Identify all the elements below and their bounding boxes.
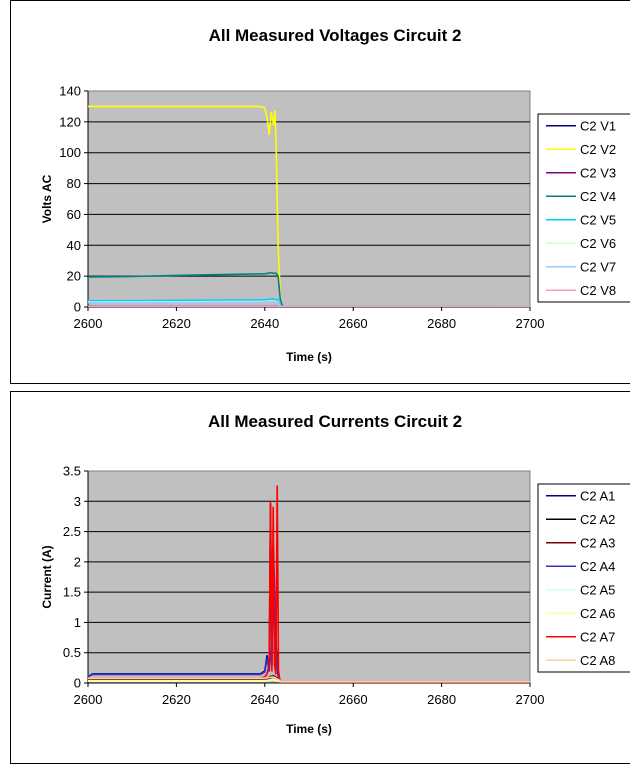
plot-area [88,91,530,307]
x-tick-label: 2640 [250,316,279,331]
y-tick-label: 2.5 [63,524,81,539]
y-tick-label: 1 [74,615,81,630]
legend-label: C2 A5 [580,582,615,597]
legend-label: C2 V5 [580,212,616,227]
legend-label: C2 A6 [580,606,615,621]
x-tick-label: 2660 [339,316,368,331]
y-tick-label: 0 [74,676,81,691]
y-tick-label: 3 [74,494,81,509]
legend-label: C2 A4 [580,559,615,574]
y-tick-label: 120 [59,114,81,129]
x-tick-label: 2600 [74,316,103,331]
y-tick-label: 3.5 [63,464,81,479]
x-tick-label: 2700 [516,692,545,707]
legend-label: C2 V7 [580,259,616,274]
legend-label: C2 V1 [580,118,616,133]
x-tick-label: 2680 [427,692,456,707]
voltage-chart: All Measured Voltages Circuit 2 0 20 40 60 80… [11,1,630,385]
x-tick-label: 2620 [162,316,191,331]
y-axis-title: Volts AC [40,174,54,223]
x-tick-label: 2680 [427,316,456,331]
y-tick-label: 100 [59,145,81,160]
x-axis-title: Time (s) [286,722,332,736]
legend-label: C2 V8 [580,283,616,298]
y-tick-label: 20 [67,269,81,284]
legend-label: C2 A8 [580,653,615,668]
legend-label: C2 A2 [580,512,615,527]
y-tick-label: 80 [67,176,81,191]
plot-area [88,471,530,683]
current-chart-panel: All Measured Currents Circuit 2 0 0.5 1 1.5 2… [10,391,630,764]
legend-label: C2 V4 [580,189,616,204]
chart-title: All Measured Voltages Circuit 2 [209,26,462,45]
y-axis-title: Current (A) [40,545,54,608]
y-tick-label: 1.5 [63,585,81,600]
y-tick-label: 2 [74,554,81,569]
voltage-chart-panel: All Measured Voltages Circuit 2 0 20 40 60 80… [10,0,630,384]
legend-label: C2 V2 [580,142,616,157]
x-tick-label: 2640 [250,692,279,707]
x-axis-title: Time (s) [286,350,332,364]
x-tick-label: 2660 [339,692,368,707]
y-tick-label: 40 [67,238,81,253]
legend-label: C2 A3 [580,535,615,550]
y-tick-label: 0 [74,300,81,315]
legend-label: C2 V3 [580,165,616,180]
legend-label: C2 V6 [580,236,616,251]
y-tick-label: 140 [59,84,81,99]
x-tick-label: 2600 [74,692,103,707]
legend-label: C2 A1 [580,488,615,503]
legend-label: C2 A7 [580,629,615,644]
chart-title: All Measured Currents Circuit 2 [208,412,462,431]
current-chart: All Measured Currents Circuit 2 0 0.5 1 1.5 2… [11,392,630,765]
y-tick-label: 0.5 [63,645,81,660]
x-tick-label: 2620 [162,692,191,707]
y-tick-label: 60 [67,207,81,222]
x-tick-label: 2700 [516,316,545,331]
